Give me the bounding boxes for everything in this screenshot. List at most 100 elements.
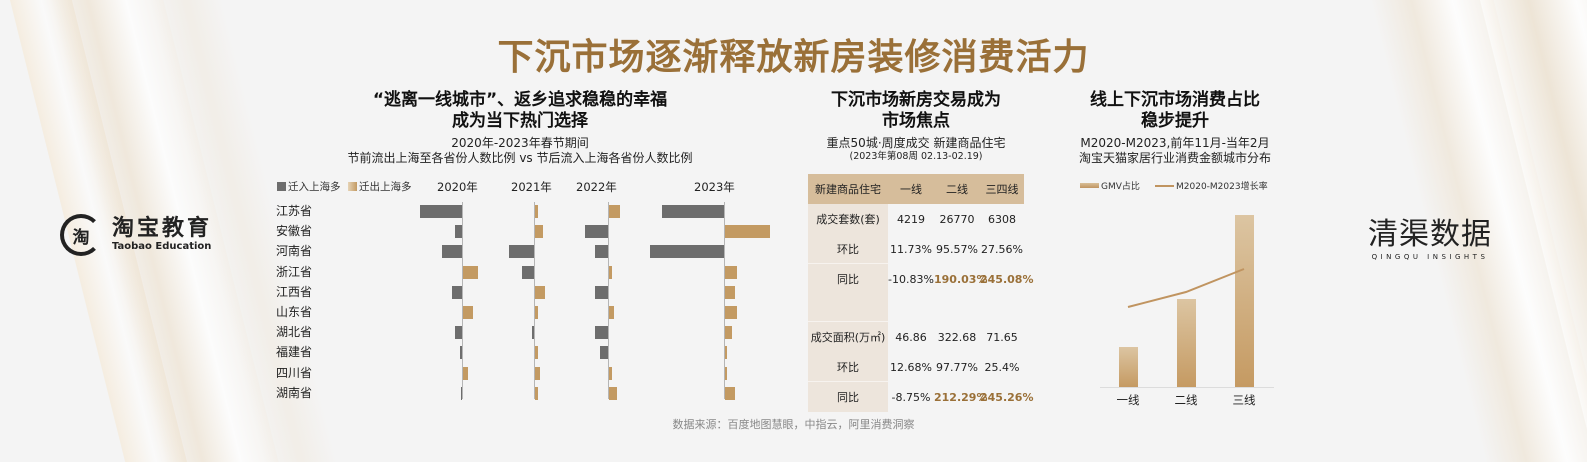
migration-bar — [535, 205, 538, 218]
migration-bar — [535, 366, 540, 380]
category-label: 二线 — [1174, 393, 1198, 407]
logo-cn-text: 淘宝教育 — [112, 216, 213, 241]
migration-bar — [455, 225, 462, 239]
migration-bar — [535, 285, 545, 299]
migration-bar — [595, 326, 608, 340]
migration-bar — [725, 386, 735, 400]
title-line: 市场焦点 — [882, 111, 950, 131]
section1-subtitle: 2020年-2023年春节期间 — [451, 136, 589, 150]
title-line: “逃离一线城市”、返乡追求稳稳的幸福 — [372, 90, 668, 110]
qingqu-insights-logo: 清渠数据 QINGQU INSIGHTS — [1368, 218, 1492, 262]
migration-bar — [725, 265, 737, 279]
table-cell: 11.73% — [890, 242, 932, 256]
section2-subtitle: 重点50城·周度成交 新建商品住宅 — [826, 136, 1006, 150]
migration-bar — [650, 245, 724, 259]
migration-bar — [452, 285, 462, 299]
migration-bar — [595, 285, 608, 299]
migration-bar — [460, 346, 462, 360]
section3-title: 线上下沉市场消费占比 稳步提升 — [1060, 90, 1290, 132]
section2-title: 下沉市场新房交易成为 市场焦点 — [808, 90, 1024, 132]
province-label: 浙江省 — [276, 264, 313, 279]
table-cell: 71.65 — [986, 330, 1018, 344]
legend-label: GMV占比 — [1101, 182, 1140, 192]
row-label: 同比 — [808, 382, 888, 412]
table-row: 同比 -10.83% 190.03% 245.08% — [808, 264, 1034, 294]
province-label: 四川省 — [276, 365, 313, 380]
migration-bar — [595, 245, 608, 259]
legend-label: 迁出上海多 — [359, 181, 412, 193]
table-cell: 97.77% — [936, 360, 978, 374]
province-label: 河南省 — [276, 244, 313, 259]
migration-bar — [509, 245, 534, 259]
migration-bar — [725, 225, 770, 239]
section3-subtitle: 淘宝天猫家居行业消费金额城市分布 — [1078, 151, 1271, 165]
migration-bar — [585, 225, 608, 239]
migration-bar — [725, 326, 732, 340]
table-cell-highlight: 245.26% — [980, 390, 1034, 404]
table-cell: 26770 — [939, 212, 975, 226]
title-line: 稳步提升 — [1141, 111, 1209, 131]
migration-bar — [532, 326, 534, 340]
year-label: 2022年 — [576, 180, 617, 194]
province-label: 江西省 — [276, 284, 313, 299]
table-row: 环比 12.68% 97.77% 25.4% — [808, 352, 1024, 382]
section3-subtitle: M2020-M2023,前年11月-当年2月 — [1080, 136, 1270, 150]
table-cell: 12.68% — [890, 360, 932, 374]
axis-2023 — [724, 202, 725, 399]
province-label: 安徽省 — [276, 224, 313, 239]
migration-bar — [725, 285, 735, 299]
column-header: 三四线 — [985, 183, 1019, 196]
table-cell-highlight: 190.03% — [934, 272, 988, 286]
province-label: 湖北省 — [276, 325, 313, 340]
migration-bar — [609, 265, 612, 279]
migration-bar — [725, 346, 727, 360]
legend-label: M2020-M2023增长率 — [1176, 182, 1268, 192]
migration-bar — [463, 366, 468, 380]
province-label: 福建省 — [276, 345, 313, 360]
migration-bar — [535, 346, 538, 360]
column-header: 二线 — [946, 183, 968, 196]
table-cell: 4219 — [897, 212, 925, 226]
housing-transaction-table: 新建商品住宅 一线 二线 三四线 成交套数(套) 4219 26770 6308… — [808, 174, 1034, 412]
logo-cn-text: 清渠数据 — [1368, 217, 1492, 252]
table-cell: 322.68 — [937, 330, 977, 344]
migration-bar — [463, 306, 473, 319]
page-title: 下沉市场逐渐释放新房装修消费活力 — [497, 37, 1090, 78]
table-row: 环比 11.73% 95.57% 27.56% — [808, 234, 1024, 264]
category-label: 一线 — [1116, 393, 1140, 407]
migration-bar — [609, 386, 617, 400]
table-cell: 27.56% — [981, 242, 1023, 256]
migration-bar — [609, 306, 614, 319]
table-cell-highlight: 245.08% — [980, 272, 1034, 286]
table-row: 成交套数(套) 4219 26770 6308 — [808, 204, 1024, 234]
axis-2022 — [608, 202, 609, 399]
title-line: 成为当下热门选择 — [452, 111, 588, 131]
row-label: 同比 — [808, 264, 888, 294]
logo-en-text: Taobao Education — [112, 241, 212, 252]
legend-swatch-tan — [348, 182, 357, 191]
migration-bar — [461, 386, 462, 400]
section1-title: “逃离一线城市”、返乡追求稳稳的幸福 成为当下热门选择 — [300, 90, 740, 132]
legend-in: 迁入上海多 — [277, 179, 341, 194]
table-cell: 95.57% — [936, 242, 978, 256]
row-label: 成交套数(套) — [808, 204, 888, 234]
row-label: 环比 — [808, 352, 888, 382]
data-source-note: 数据来源：百度地图慧眼，中指云，阿里消费洞察 — [672, 418, 915, 431]
legend-swatch-gray — [277, 182, 286, 191]
migration-bar — [535, 386, 538, 400]
column-header: 新建商品住宅 — [815, 183, 881, 196]
table-cell: 46.86 — [895, 330, 927, 344]
category-label: 三线 — [1232, 393, 1256, 407]
row-label: 环比 — [808, 234, 888, 264]
row-label: 成交面积(万㎡) — [808, 322, 888, 352]
migration-bar — [725, 306, 737, 319]
title-line: 下沉市场新房交易成为 — [831, 90, 1001, 110]
taobao-logo-icon: 淘 — [60, 214, 102, 256]
table-row: 同比 -8.75% 212.29% 245.26% — [808, 382, 1034, 412]
province-label: 江苏省 — [276, 204, 313, 218]
province-label: 湖南省 — [276, 385, 313, 400]
section2-subtitle-date: (2023年第08周 02.13-02.19) — [849, 151, 983, 162]
gmv-bar — [1119, 347, 1138, 387]
table-cell-highlight: 212.29% — [934, 390, 988, 404]
axis-2020 — [462, 202, 463, 399]
